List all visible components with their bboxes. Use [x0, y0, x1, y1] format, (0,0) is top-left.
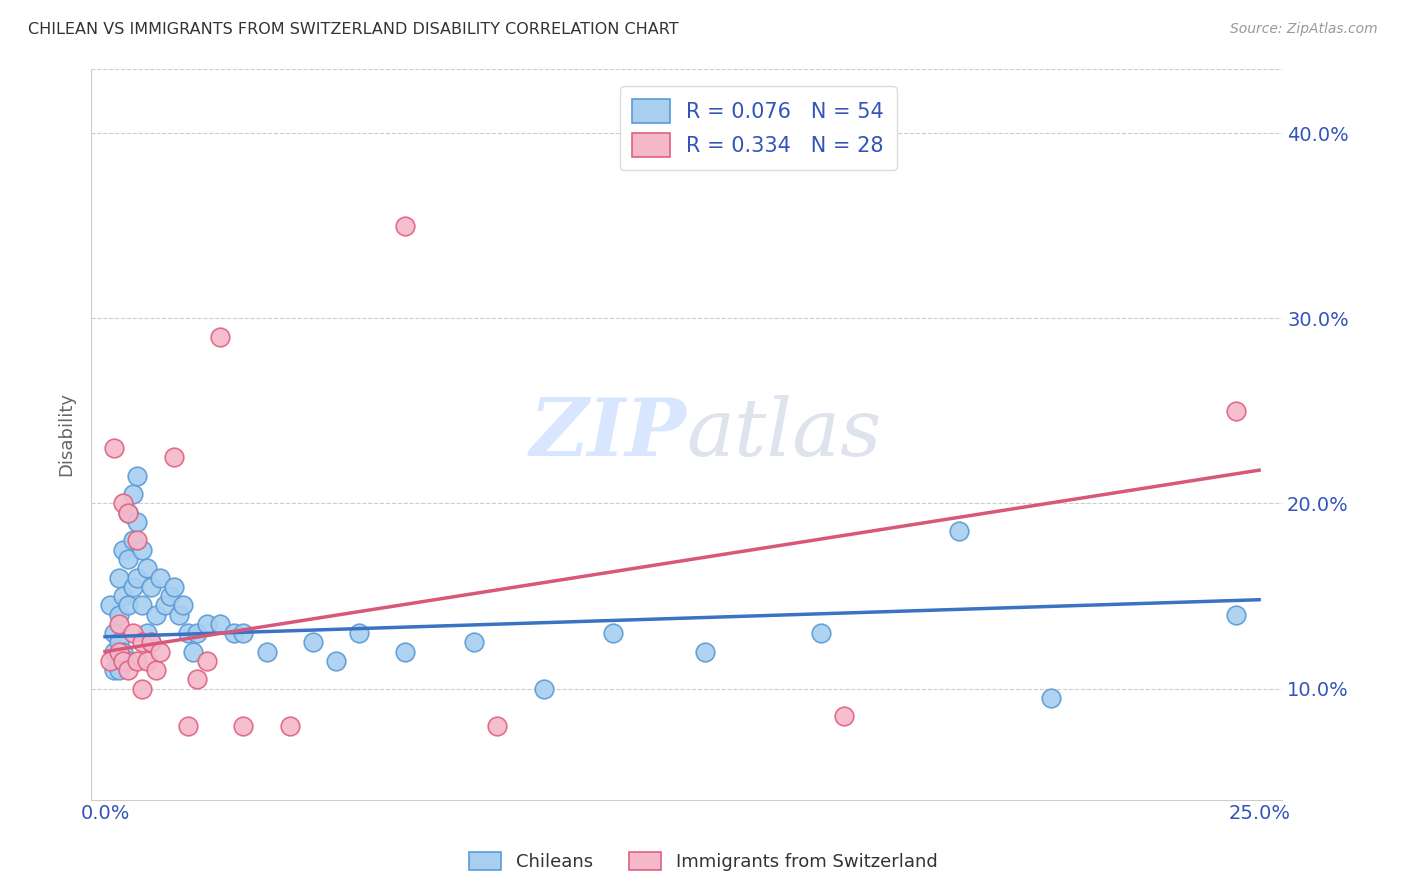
Point [135, 626, 157, 640]
Point [224, 626, 246, 640]
Point [131, 635, 153, 649]
Point [141, 635, 163, 649]
Point [159, 589, 181, 603]
Point [112, 589, 135, 603]
Point [121, 626, 143, 640]
Point [186, 626, 208, 640]
Point [181, 644, 204, 658]
Point [117, 506, 139, 520]
Point [177, 626, 200, 640]
Point [810, 626, 832, 640]
Point [186, 673, 208, 687]
Point [117, 663, 139, 677]
Point [145, 663, 167, 677]
Point [209, 616, 232, 631]
Point [135, 654, 157, 668]
Y-axis label: Disability: Disability [58, 392, 75, 476]
Point [112, 496, 135, 510]
Point [127, 570, 149, 584]
Point [832, 709, 855, 723]
Point [301, 635, 323, 649]
Point [172, 599, 194, 613]
Point [533, 681, 555, 696]
Point [127, 515, 149, 529]
Point [163, 450, 186, 465]
Point [127, 468, 149, 483]
Point [256, 644, 278, 658]
Point [117, 654, 139, 668]
Text: CHILEAN VS IMMIGRANTS FROM SWITZERLAND DISABILITY CORRELATION CHART: CHILEAN VS IMMIGRANTS FROM SWITZERLAND D… [28, 22, 679, 37]
Point [141, 580, 163, 594]
Point [103, 441, 125, 455]
Point [108, 644, 131, 658]
Point [103, 663, 125, 677]
Point [127, 654, 149, 668]
Point [948, 524, 970, 539]
Point [463, 635, 485, 649]
Point [163, 580, 186, 594]
Point [135, 561, 157, 575]
Point [602, 626, 624, 640]
Point [117, 599, 139, 613]
Point [131, 599, 153, 613]
Text: ZIP: ZIP [530, 395, 686, 473]
Point [325, 654, 347, 668]
Legend: R = 0.076   N = 54, R = 0.334   N = 28: R = 0.076 N = 54, R = 0.334 N = 28 [620, 87, 897, 169]
Point [98, 654, 121, 668]
Point [127, 533, 149, 548]
Point [121, 580, 143, 594]
Point [103, 644, 125, 658]
Point [103, 626, 125, 640]
Point [117, 552, 139, 566]
Point [145, 607, 167, 622]
Point [112, 542, 135, 557]
Point [695, 644, 717, 658]
Point [121, 487, 143, 501]
Legend: Chileans, Immigrants from Switzerland: Chileans, Immigrants from Switzerland [461, 845, 945, 879]
Point [177, 718, 200, 732]
Point [167, 607, 190, 622]
Point [131, 542, 153, 557]
Point [195, 616, 218, 631]
Point [1225, 404, 1247, 418]
Point [121, 533, 143, 548]
Point [112, 654, 135, 668]
Point [394, 219, 416, 233]
Point [347, 626, 370, 640]
Point [112, 644, 135, 658]
Point [98, 599, 121, 613]
Point [131, 681, 153, 696]
Point [108, 635, 131, 649]
Point [108, 663, 131, 677]
Point [394, 644, 416, 658]
Point [117, 506, 139, 520]
Point [195, 654, 218, 668]
Point [278, 718, 301, 732]
Point [1040, 690, 1063, 705]
Point [153, 599, 176, 613]
Point [1225, 607, 1247, 622]
Point [108, 607, 131, 622]
Point [149, 644, 172, 658]
Text: Source: ZipAtlas.com: Source: ZipAtlas.com [1230, 22, 1378, 37]
Point [108, 616, 131, 631]
Point [149, 570, 172, 584]
Point [486, 718, 509, 732]
Point [232, 718, 254, 732]
Point [209, 330, 232, 344]
Point [141, 635, 163, 649]
Point [108, 570, 131, 584]
Text: atlas: atlas [686, 395, 882, 473]
Point [232, 626, 254, 640]
